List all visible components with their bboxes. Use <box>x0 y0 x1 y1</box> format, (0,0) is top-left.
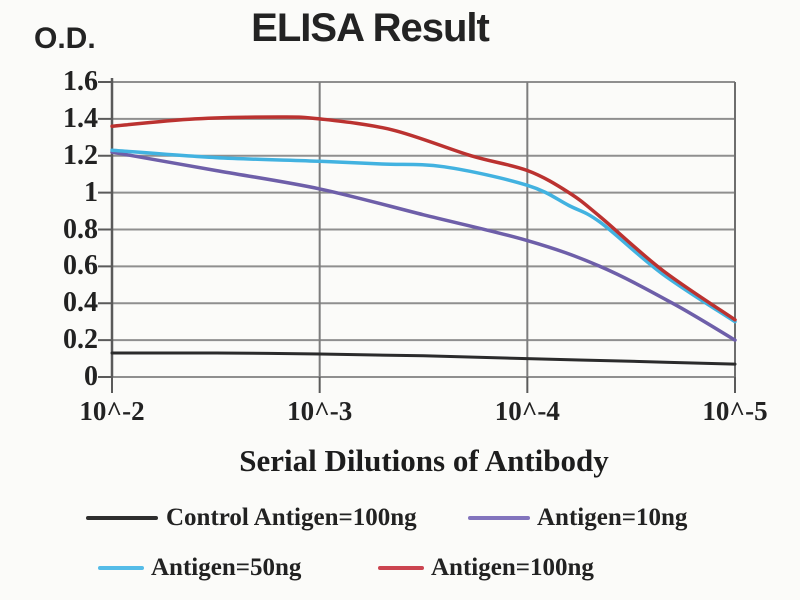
y-tick-label: 0 <box>84 361 98 392</box>
y-tick-label: 0.4 <box>63 287 98 319</box>
series-line-control-antigen-100ng <box>110 351 737 366</box>
legend-label: Antigen=100ng <box>431 554 594 581</box>
y-tick-label: 1.6 <box>63 66 98 97</box>
series-line-antigen-50ng <box>110 148 737 324</box>
series-line-antigen-100ng <box>110 115 737 322</box>
x-tick-label: 10^-5 <box>702 396 768 426</box>
x-tick-label: 10^-4 <box>494 396 560 426</box>
x-tick-label: 10^-2 <box>79 396 145 426</box>
legend-label: Antigen=50ng <box>151 554 302 581</box>
legend-swatch-antigen-50ng <box>98 566 144 570</box>
y-tick-label: 1 <box>84 176 98 208</box>
legend-label: Control Antigen=100ng <box>166 504 417 531</box>
legend-item-antigen-100ng: Antigen=100ng <box>378 553 594 583</box>
legend-swatch-antigen-100ng <box>378 566 424 570</box>
legend-item-control-antigen-100ng: Control Antigen=100ng <box>86 503 417 533</box>
legend-swatch-control-antigen-100ng <box>86 516 158 520</box>
y-tick-label: 1.2 <box>63 139 98 171</box>
x-axis-title: Serial Dilutions of Antibody <box>239 443 609 478</box>
series-line-antigen-10ng <box>110 150 737 342</box>
y-tick-label: 0.6 <box>63 250 98 282</box>
y-tick-label: 0.2 <box>63 324 98 356</box>
y-tick-label: 1.4 <box>63 102 98 134</box>
x-tick-label: 10^-3 <box>287 396 353 426</box>
legend-item-antigen-50ng: Antigen=50ng <box>98 553 301 583</box>
legend-swatch-antigen-10ng <box>468 516 530 520</box>
y-tick-label: 0.8 <box>63 213 98 245</box>
legend-label: Antigen=10ng <box>537 504 688 531</box>
y-axis-title: O.D. <box>34 22 96 55</box>
legend-item-antigen-10ng: Antigen=10ng <box>468 503 687 533</box>
chart-title: ELISA Result <box>251 6 490 50</box>
